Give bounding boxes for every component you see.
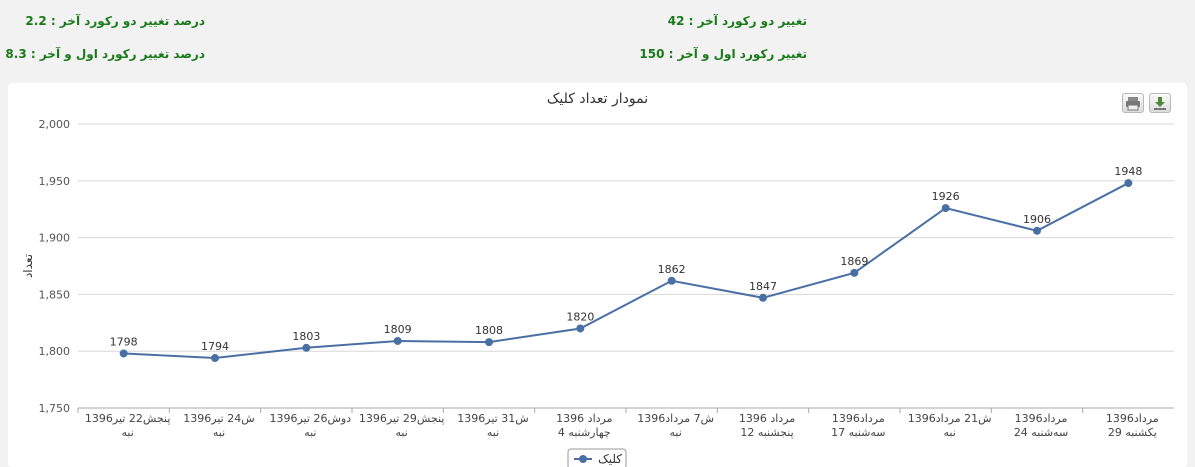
data-label: 1798 (110, 335, 138, 348)
x-tick-label: پنجشنبه 12 (740, 426, 793, 439)
data-point (119, 349, 128, 358)
data-point (850, 268, 859, 277)
y-tick-label: 1,750 (39, 402, 71, 415)
data-point (759, 293, 767, 302)
x-tick-label: ش21 مرداد1396 (908, 412, 992, 425)
x-tick-label: چهارشنبه 4 (558, 426, 611, 439)
data-label: 1820 (566, 310, 594, 323)
y-tick-label: 1,900 (39, 232, 71, 245)
data-point (1124, 179, 1133, 188)
y-tick-label: 1,800 (39, 345, 71, 358)
x-tick-label: مرداد 1396 (556, 412, 612, 425)
y-tick-label: 1,850 (39, 288, 71, 301)
chart-plot: 1,750 1,800 1,850 1,900 1,950 2,000 تعداد پنجش2… (21, 118, 1174, 467)
data-point (393, 336, 402, 345)
stats-area: درصد تغییر دو رکورد آخر : 2.2 درصد تغییر… (0, 0, 1195, 80)
data-point (941, 204, 950, 213)
x-tick-label: یکشنبه 29 (1108, 426, 1157, 439)
data-label: 1809 (384, 323, 412, 336)
download-icon (1154, 97, 1166, 110)
data-label: 1869 (840, 255, 868, 268)
print-icon (1126, 97, 1140, 111)
y-tick-label: 1,950 (39, 175, 71, 188)
data-label: 1794 (201, 340, 229, 353)
x-tick-label: نبه (122, 426, 134, 439)
data-label: 1926 (932, 190, 960, 203)
pct-change-first-last: درصد تغییر رکورد اول و آخر : 8.3 (5, 47, 205, 61)
x-tick-label: مرداد1396 (832, 412, 885, 425)
change-first-last: تغییر رکورد اول و آخر : 150 (639, 47, 807, 61)
chart-title: نمودار تعداد کلیک (546, 91, 649, 107)
x-tick-label: پنجش22 تیر1396 (85, 412, 170, 425)
x-tick-label: سه‌شنبه 24 (1014, 426, 1068, 439)
chart-panel: نمودار تعداد کلیک 1,750 1,800 1,850 1,900 1,… (8, 83, 1187, 467)
series-line (123, 182, 1129, 360)
x-tick-label: سه‌شنبه 17 (831, 426, 885, 439)
x-tick-label: پنجش29 تیر1396 (359, 412, 444, 425)
x-tick-label: مرداد 1396 (739, 412, 795, 425)
x-tick-label: مرداد1396 (1015, 412, 1068, 425)
data-label: 1808 (475, 324, 503, 337)
legend-label: کلیک (598, 452, 622, 466)
legend-marker-icon (579, 455, 587, 463)
x-tick-label: نبه (944, 426, 956, 439)
pct-change-last-two: درصد تغییر دو رکورد آخر : 2.2 (25, 14, 205, 28)
legend-box (567, 448, 627, 467)
data-label: 1948 (1114, 165, 1142, 178)
x-tick-label: ش31 تیر1396 (457, 412, 528, 425)
x-tick-label: نبه (304, 426, 316, 439)
y-axis-title: تعداد (21, 254, 35, 278)
x-tick-label: ش24 تیر1396 (183, 412, 254, 425)
download-button[interactable] (1149, 93, 1171, 113)
data-label: 1906 (1023, 213, 1051, 226)
change-last-two: تغییر دو رکورد آخر : 42 (667, 14, 807, 28)
data-point (576, 324, 585, 333)
data-label: 1847 (749, 280, 777, 293)
x-tick-label: ش7 مرداد1396 (637, 412, 714, 425)
data-point (1033, 226, 1041, 235)
x-tick-label: مرداد1396 (1106, 412, 1159, 425)
x-tick-label: نبه (213, 426, 225, 439)
x-tick-label: دوش26 تیر1396 (270, 412, 352, 425)
print-button[interactable] (1122, 93, 1144, 113)
data-label: 1862 (658, 263, 686, 276)
x-tick-label: نبه (670, 426, 682, 439)
data-point (667, 276, 676, 285)
data-label: 1803 (292, 330, 320, 343)
data-point (485, 338, 493, 347)
x-tick-label: نبه (396, 426, 408, 439)
y-tick-label: 2,000 (39, 118, 71, 131)
x-tick-label: نبه (487, 426, 499, 439)
data-point (302, 343, 311, 352)
data-point (211, 354, 219, 363)
